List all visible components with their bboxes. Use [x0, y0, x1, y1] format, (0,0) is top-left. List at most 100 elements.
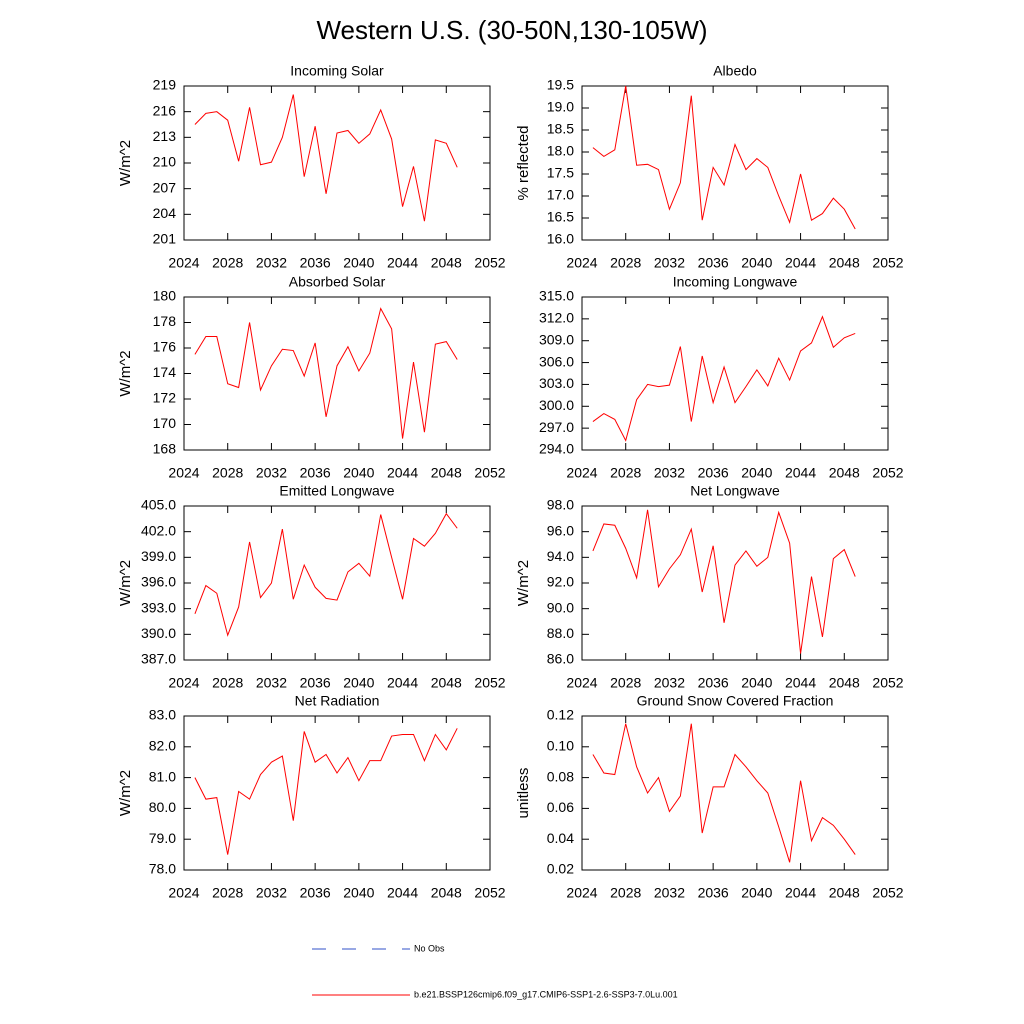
x-tick-label: 2028: [610, 465, 641, 481]
x-tick-label: 2044: [785, 465, 816, 481]
panel-title: Incoming Longwave: [673, 274, 798, 290]
y-tick-label: 81.0: [149, 768, 176, 784]
x-tick-label: 2024: [566, 255, 597, 271]
y-tick-label: 0.10: [547, 738, 574, 754]
y-tick-label: 94.0: [547, 548, 574, 564]
x-tick-label: 2036: [698, 885, 729, 901]
x-tick-label: 2044: [785, 885, 816, 901]
x-tick-label: 2024: [566, 465, 597, 481]
panel-title: Net Radiation: [295, 693, 380, 709]
y-tick-label: 90.0: [547, 599, 574, 615]
x-tick-label: 2048: [829, 885, 860, 901]
y-tick-label: 88.0: [547, 625, 574, 641]
y-tick-label: 18.0: [547, 143, 574, 159]
x-tick-label: 2044: [785, 675, 816, 691]
x-tick-label: 2044: [387, 255, 418, 271]
x-tick-label: 2044: [785, 255, 816, 271]
panel-title: Net Longwave: [690, 483, 780, 499]
x-tick-label: 2036: [300, 675, 331, 691]
data-line: [592, 723, 856, 863]
x-tick-label: 2052: [474, 255, 505, 271]
x-tick-label: 2024: [168, 885, 199, 901]
x-tick-label: 2048: [431, 885, 462, 901]
y-axis-label: W/m^2: [515, 560, 532, 606]
y-tick-label: 79.0: [149, 830, 176, 846]
x-tick-label: 2032: [654, 885, 685, 901]
plot-frame: [581, 505, 889, 661]
x-tick-label: 2052: [474, 465, 505, 481]
y-tick-label: 405.0: [141, 497, 176, 513]
x-tick-label: 2032: [654, 255, 685, 271]
x-tick-label: 2036: [300, 885, 331, 901]
y-tick-label: 19.5: [547, 77, 574, 93]
x-tick-label: 2040: [741, 255, 772, 271]
y-tick-label: 176: [153, 339, 177, 355]
y-tick-label: 92.0: [547, 574, 574, 590]
y-axis-label: W/m^2: [117, 350, 134, 396]
x-tick-label: 2040: [343, 885, 374, 901]
legend-label: b.e21.BSSP126cmip6.f09_g17.CMIP6-SSP1-2.…: [414, 989, 678, 999]
plot-frame: [183, 715, 491, 871]
x-tick-label: 2040: [741, 675, 772, 691]
y-tick-label: 86.0: [547, 651, 574, 667]
x-tick-label: 2024: [566, 885, 597, 901]
y-tick-label: 180: [153, 288, 177, 304]
data-line: [194, 512, 458, 637]
x-tick-label: 2036: [300, 255, 331, 271]
y-tick-label: 213: [153, 128, 177, 144]
plot-frame: [581, 296, 889, 451]
y-axis-label: W/m^2: [117, 770, 134, 816]
y-tick-label: 309.0: [539, 331, 574, 347]
x-tick-label: 2048: [431, 675, 462, 691]
figure-title: Western U.S. (30-50N,130-105W): [316, 15, 707, 45]
x-tick-label: 2032: [654, 675, 685, 691]
x-tick-label: 2052: [872, 675, 903, 691]
x-tick-label: 2048: [431, 255, 462, 271]
y-tick-label: 17.5: [547, 165, 574, 181]
x-tick-label: 2028: [212, 675, 243, 691]
x-tick-label: 2040: [741, 465, 772, 481]
x-tick-label: 2052: [872, 885, 903, 901]
plot-frame: [581, 85, 889, 241]
y-tick-label: 0.04: [547, 830, 574, 846]
x-tick-label: 2048: [829, 675, 860, 691]
x-tick-label: 2032: [654, 465, 685, 481]
y-tick-label: 16.5: [547, 209, 574, 225]
y-tick-label: 0.02: [547, 861, 574, 877]
data-line: [194, 307, 458, 439]
y-tick-label: 170: [153, 415, 177, 431]
plot-frame: [183, 296, 491, 451]
y-tick-label: 98.0: [547, 497, 574, 513]
x-tick-label: 2044: [387, 885, 418, 901]
y-tick-label: 390.0: [141, 625, 176, 641]
x-tick-label: 2024: [168, 675, 199, 691]
x-tick-label: 2028: [610, 675, 641, 691]
plot-frame: [183, 85, 491, 241]
y-tick-label: 83.0: [149, 707, 176, 723]
y-tick-label: 201: [153, 231, 177, 247]
y-tick-label: 168: [153, 441, 177, 457]
x-tick-label: 2052: [872, 255, 903, 271]
y-tick-label: 216: [153, 102, 177, 118]
x-tick-label: 2048: [829, 255, 860, 271]
y-axis-label: unitless: [515, 768, 532, 819]
x-tick-label: 2040: [343, 465, 374, 481]
y-axis-label: W/m^2: [117, 560, 134, 606]
x-tick-label: 2036: [698, 255, 729, 271]
panel-title: Ground Snow Covered Fraction: [637, 693, 834, 709]
y-tick-label: 297.0: [539, 419, 574, 435]
data-line: [592, 315, 856, 442]
y-tick-label: 306.0: [539, 353, 574, 369]
y-tick-label: 19.0: [547, 99, 574, 115]
y-tick-label: 172: [153, 390, 177, 406]
x-tick-label: 2028: [610, 255, 641, 271]
x-tick-label: 2028: [212, 255, 243, 271]
x-tick-label: 2040: [741, 885, 772, 901]
panel-title: Absorbed Solar: [289, 274, 386, 290]
y-tick-label: 219: [153, 77, 177, 93]
x-tick-label: 2024: [168, 465, 199, 481]
panel-title: Incoming Solar: [290, 63, 384, 79]
y-tick-label: 78.0: [149, 861, 176, 877]
y-tick-label: 312.0: [539, 310, 574, 326]
